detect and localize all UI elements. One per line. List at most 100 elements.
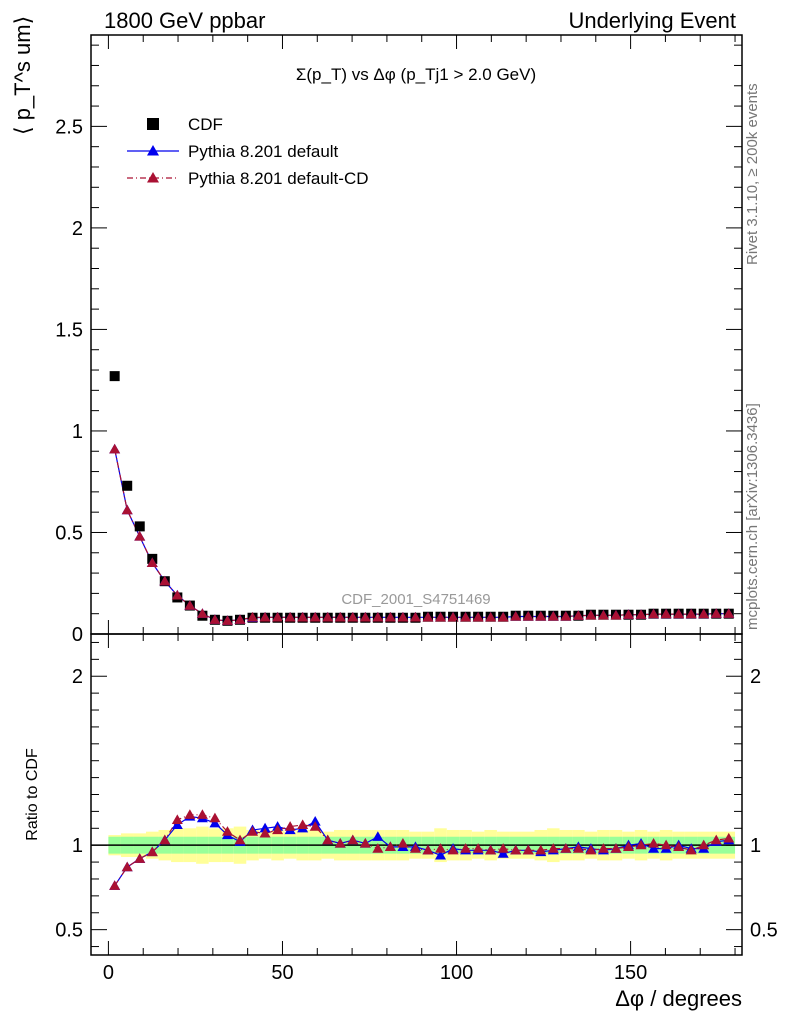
x-tick-label: 0 (103, 962, 114, 984)
rivet-version-label: Rivet 3.1.10, ≥ 200k events (744, 83, 761, 265)
ratio-point-pythia-default-cd (334, 837, 346, 848)
ratio-point-pythia-default-cd (409, 843, 421, 853)
point-pythia-default-cd (485, 611, 497, 622)
ratio-point-pythia-default-cd (648, 837, 660, 848)
ratio-point-pythia-default-cd (359, 837, 371, 848)
y-tick-label: 2.5 (55, 116, 83, 138)
ratio-y-axis-label: Ratio to CDF (24, 748, 41, 841)
ratio-point-pythia-default-cd (309, 821, 321, 831)
ratio-y-tick-label: 2 (72, 666, 83, 688)
point-pythia-default-cd (272, 611, 284, 622)
ratio-point-pythia-default-cd (560, 843, 572, 853)
point-pythia-default-cd (497, 611, 509, 622)
ratio-point-pythia-default (259, 822, 271, 833)
x-axis-label: Δφ / degrees (615, 986, 742, 1011)
ratio-point-pythia-default-cd (284, 821, 296, 831)
point-pythia-default-cd (109, 443, 121, 454)
point-pythia-default-cd (535, 611, 547, 621)
point-pythia-default-cd (171, 589, 183, 600)
point-cdf (109, 371, 120, 382)
point-pythia-default-cd (460, 611, 472, 622)
ratio-point-pythia-default (309, 816, 321, 826)
ratio-point-pythia-default-cd (535, 844, 547, 855)
data-marks (109, 371, 735, 890)
ratio-point-pythia-default-cd (372, 843, 384, 853)
ratio-point-pythia-default-cd (171, 814, 183, 824)
point-pythia-default-cd (698, 608, 710, 619)
point-pythia-default-cd (409, 611, 421, 622)
point-pythia-default-cd (660, 608, 672, 619)
y-tick-label: 1 (72, 421, 83, 443)
point-pythia-default-cd (146, 557, 158, 568)
point-pythia-default-cd (685, 608, 697, 619)
legend-marker-cdf (147, 118, 159, 130)
point-pythia-default-cd (648, 608, 660, 619)
header-right: Underlying Event (568, 8, 736, 33)
x-tick-label: 100 (440, 962, 473, 984)
point-pythia-default-cd (673, 608, 685, 619)
ratio-point-pythia-default-cd (597, 843, 609, 853)
point-pythia-default-cd (623, 609, 635, 619)
legend-label-pythia-default: Pythia 8.201 default (188, 142, 339, 161)
point-pythia-default-cd (572, 610, 584, 620)
ratio-point-pythia-default-cd (673, 841, 685, 851)
ratio-y-tick-label-right: 2 (750, 666, 761, 688)
ratio-point-pythia-default (648, 843, 660, 853)
point-pythia-default-cd (597, 609, 609, 620)
ratio-point-pythia-default-cd (460, 843, 472, 853)
point-pythia-default-cd (510, 611, 522, 621)
point-pythia-default-cd (347, 611, 359, 622)
ratio-point-pythia-default-cd (522, 844, 534, 855)
ratio-point-pythia-default (171, 819, 183, 830)
point-pythia-default-cd (297, 611, 309, 622)
ratio-point-pythia-default-cd (422, 844, 434, 855)
lower-frame (90, 633, 743, 956)
point-pythia-default-cd (447, 611, 459, 622)
ratio-point-pythia-default-cd (347, 834, 359, 845)
point-pythia-default-cd (184, 600, 196, 610)
ratio-point-pythia-default-cd (159, 834, 171, 845)
header-left: 1800 GeV ppbar (104, 8, 266, 33)
ratio-point-pythia-default-cd (146, 846, 158, 857)
ratio-point-pythia-default-cd (221, 826, 233, 836)
point-pythia-default-cd (372, 611, 384, 622)
point-pythia-default-cd (547, 611, 559, 621)
y-axis-label: ⟨ p_T^s um⟩ (10, 16, 35, 135)
ratio-point-pythia-default (435, 849, 447, 860)
point-pythia-default-cd (159, 575, 171, 586)
point-pythia-default-cd (384, 611, 396, 622)
ratio-point-pythia-default-cd (322, 834, 334, 845)
ratio-y-tick-label: 0.5 (55, 920, 83, 942)
ratio-point-pythia-default-cd (121, 861, 133, 872)
ratio-point-pythia-default-cd (447, 844, 459, 855)
point-pythia-default-cd (472, 611, 484, 622)
ratio-point-pythia-default-cd (635, 839, 647, 850)
point-pythia-default-cd (221, 615, 233, 625)
ratio-point-pythia-default-cd (234, 834, 246, 845)
point-pythia-default-cd (196, 608, 208, 618)
ratio-point-pythia-default-cd (547, 843, 559, 853)
ratio-point-pythia-default-cd (196, 809, 208, 819)
y-tick-label: 1.5 (55, 319, 83, 341)
ratio-y-tick-label-right: 0.5 (750, 920, 778, 942)
ratio-point-pythia-default-cd (384, 841, 396, 851)
ratio-point-pythia-default-cd (109, 880, 121, 890)
y-tick-label: 0.5 (55, 522, 83, 544)
point-pythia-default-cd (585, 609, 597, 620)
point-pythia-default-cd (522, 611, 534, 621)
point-pythia-default-cd (209, 614, 221, 624)
ratio-point-pythia-default-cd (209, 812, 221, 823)
point-pythia-default-cd (610, 609, 622, 620)
ratio-point-pythia-default-cd (247, 826, 259, 836)
point-pythia-default-cd (334, 611, 346, 622)
ratio-point-pythia-default-cd (297, 819, 309, 830)
ratio-point-pythia-default-cd (259, 827, 271, 838)
ratio-point-pythia-default-cd (134, 853, 146, 863)
point-pythia-default-cd (560, 611, 572, 621)
analysis-watermark: CDF_2001_S4751469 (341, 591, 490, 608)
x-tick-label: 150 (614, 962, 647, 984)
point-pythia-default-cd (710, 608, 722, 618)
ratio-point-pythia-default-cd (435, 843, 447, 853)
